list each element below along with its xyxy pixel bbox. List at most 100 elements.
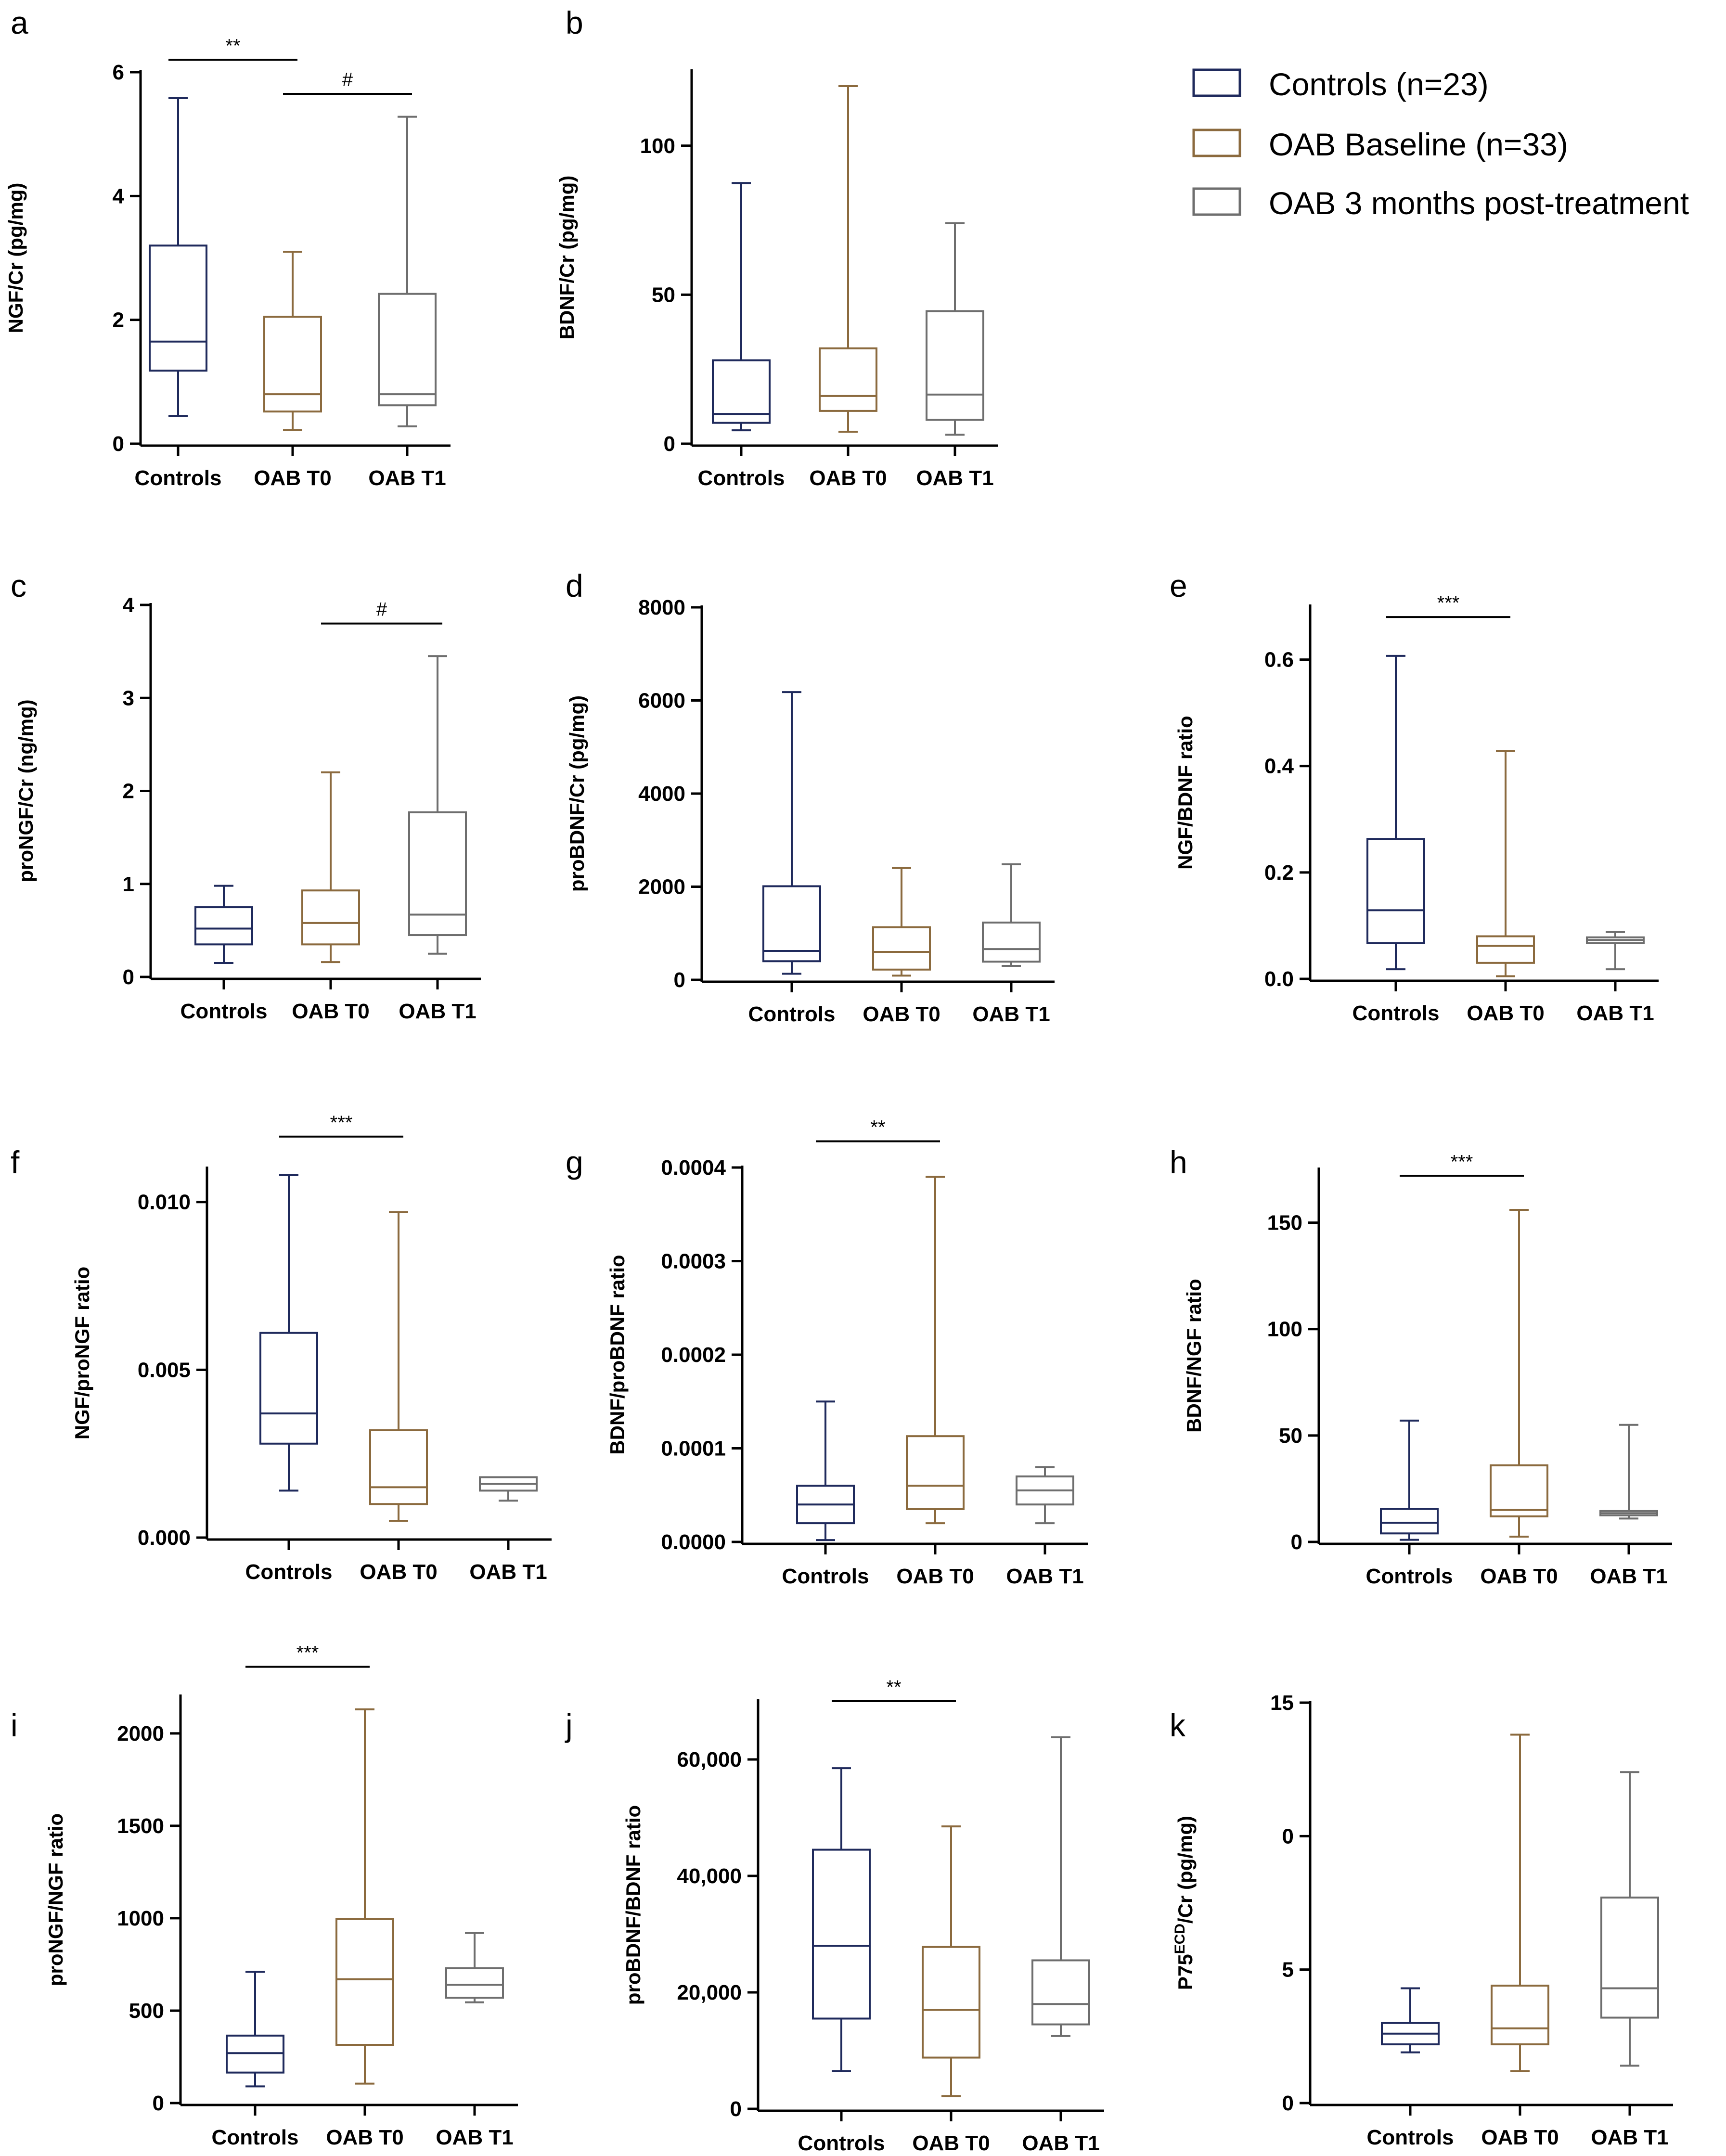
iqr-box [1031, 1959, 1090, 2026]
x-tick-label: OAB T0 [292, 1000, 369, 1023]
y-tick-label: 0 [113, 432, 124, 456]
x-tick-label: OAB T1 [1576, 1001, 1654, 1025]
panel-k: k 0 5 0 15 Controls OAB T0 OAB T1 P75ECD/Cr (pg/… [1170, 1691, 1673, 2149]
box-controls [194, 885, 253, 964]
box-oab-t1 [1600, 1771, 1659, 2067]
y-tick-label: 0.0002 [661, 1343, 726, 1367]
box-oab-t0 [1490, 1209, 1548, 1538]
panel-letter: h [1170, 1144, 1187, 1180]
x-tick-label: OAB T1 [368, 466, 446, 490]
y-tick-label: 2000 [638, 875, 685, 899]
legend-label-controls: Controls (n=23) [1269, 66, 1489, 102]
x-tick-label: OAB T0 [912, 2131, 990, 2155]
y-axis-label: P75ECD/Cr (pg/mg) [1172, 1816, 1197, 1990]
x-tick-label: Controls [1366, 1565, 1453, 1588]
y-tick-label: 1500 [117, 1814, 164, 1838]
y-tick-label: 100 [640, 134, 675, 158]
box-controls [259, 1174, 318, 1492]
y-axis-label: NGF/proNGF ratio [71, 1267, 93, 1439]
y-axis-label-tail: /Cr (pg/mg) [1174, 1816, 1197, 1924]
legend-label-oab-baseline: OAB Baseline (n=33) [1269, 127, 1568, 162]
x-tick-label: Controls [782, 1565, 869, 1588]
x-tick-label: OAB T0 [326, 2126, 403, 2149]
iqr-box [445, 1967, 504, 1999]
box-controls [1366, 654, 1425, 971]
x-tick-label: OAB T0 [360, 1560, 437, 1584]
iqr-box [194, 906, 253, 946]
y-axis-label: BDNF/proBDNF ratio [606, 1255, 629, 1454]
box-oab-t0 [1476, 750, 1535, 977]
y-axis-label-main: P75 [1174, 1954, 1197, 1990]
box-oab-t0 [872, 867, 931, 977]
panel-h: h 0 50 100 150 Controls OAB T0 OAB T1 BDNF/NGF r… [1170, 1144, 1672, 1588]
y-tick-label: 0.0004 [661, 1156, 726, 1180]
y-tick-label: 5 [1282, 1958, 1294, 1982]
iqr-box [408, 811, 467, 937]
y-tick-label: 0 [674, 968, 685, 992]
y-tick-label: 0.6 [1264, 648, 1294, 672]
x-tick-label: OAB T1 [1022, 2131, 1099, 2155]
y-axis-label-sup: ECD [1172, 1924, 1188, 1954]
y-tick-label: 500 [129, 1999, 164, 2023]
panel-letter: f [11, 1144, 20, 1180]
iqr-box [1600, 1896, 1659, 2019]
box-oab-t0 [922, 1825, 980, 2097]
x-tick-label: OAB T0 [863, 1002, 940, 1026]
significance-label: *** [1451, 1151, 1473, 1172]
iqr-box [149, 244, 207, 372]
significance-label: *** [1437, 592, 1460, 614]
x-tick-label: OAB T1 [1590, 1565, 1667, 1588]
iqr-box [378, 293, 437, 407]
x-tick-label: OAB T0 [1480, 1565, 1558, 1588]
iqr-box [922, 1946, 980, 2059]
box-controls [796, 1400, 855, 1541]
box-oab-t1 [445, 1932, 504, 2003]
iqr-box [906, 1435, 965, 1510]
iqr-box [872, 926, 931, 971]
box-oab-t1 [982, 863, 1041, 967]
y-tick-label: 0.000 [138, 1526, 191, 1550]
box-controls [1381, 1987, 1440, 2053]
y-tick-label: 20,000 [677, 1981, 742, 2004]
iqr-box [369, 1429, 428, 1505]
panel-d: d 0 2000 4000 6000 8000 Controls OAB T0 OAB T1 pr… [566, 568, 1055, 1026]
iqr-box [762, 885, 821, 962]
y-tick-label: 0 [123, 965, 134, 989]
panel-letter: j [565, 1707, 573, 1743]
y-tick-label: 50 [652, 283, 675, 307]
significance-label: # [376, 599, 387, 620]
x-tick-label: Controls [1367, 2126, 1454, 2149]
x-tick-label: OAB T1 [436, 2126, 513, 2149]
y-tick-label: 100 [1267, 1318, 1302, 1341]
y-tick-label: 0.0 [1264, 967, 1294, 991]
y-tick-label: 150 [1267, 1211, 1302, 1235]
panel-i: i 0 500 1000 1500 2000 Controls OAB T0 OAB T1 pro… [11, 1643, 518, 2149]
box-oab-t1 [1586, 931, 1645, 971]
x-tick-label: Controls [798, 2131, 885, 2155]
y-tick-label: 1000 [117, 1907, 164, 1930]
box-controls [712, 182, 771, 432]
legend-swatch-oab-baseline [1192, 128, 1241, 157]
iqr-box [1366, 838, 1425, 944]
y-tick-label: 0 [153, 2092, 164, 2115]
box-oab-t0 [906, 1176, 965, 1525]
y-tick-label: 6000 [638, 689, 685, 713]
x-tick-label: OAB T0 [1467, 1001, 1544, 1025]
panel-letter: d [566, 568, 583, 603]
y-tick-label: 50 [1279, 1424, 1302, 1448]
iqr-box [1490, 1464, 1548, 1517]
y-axis-label: BDNF/Cr (pg/mg) [555, 176, 578, 340]
iqr-box [1491, 1984, 1549, 2045]
panel-j: j 0 20,000 40,000 60,000 Controls OAB T0 OAB T1… [565, 1677, 1104, 2155]
box-oab-t0 [263, 251, 322, 431]
box-oab-t0 [301, 771, 360, 963]
significance-label: ** [870, 1117, 885, 1138]
x-tick-label: OAB T1 [1006, 1565, 1083, 1588]
y-tick-label: 2000 [117, 1722, 164, 1745]
significance-label: # [342, 69, 353, 90]
iqr-box [1476, 935, 1535, 964]
significance-label: ** [886, 1677, 901, 1698]
panel-letter: e [1170, 568, 1187, 603]
panel-letter: k [1170, 1707, 1186, 1743]
